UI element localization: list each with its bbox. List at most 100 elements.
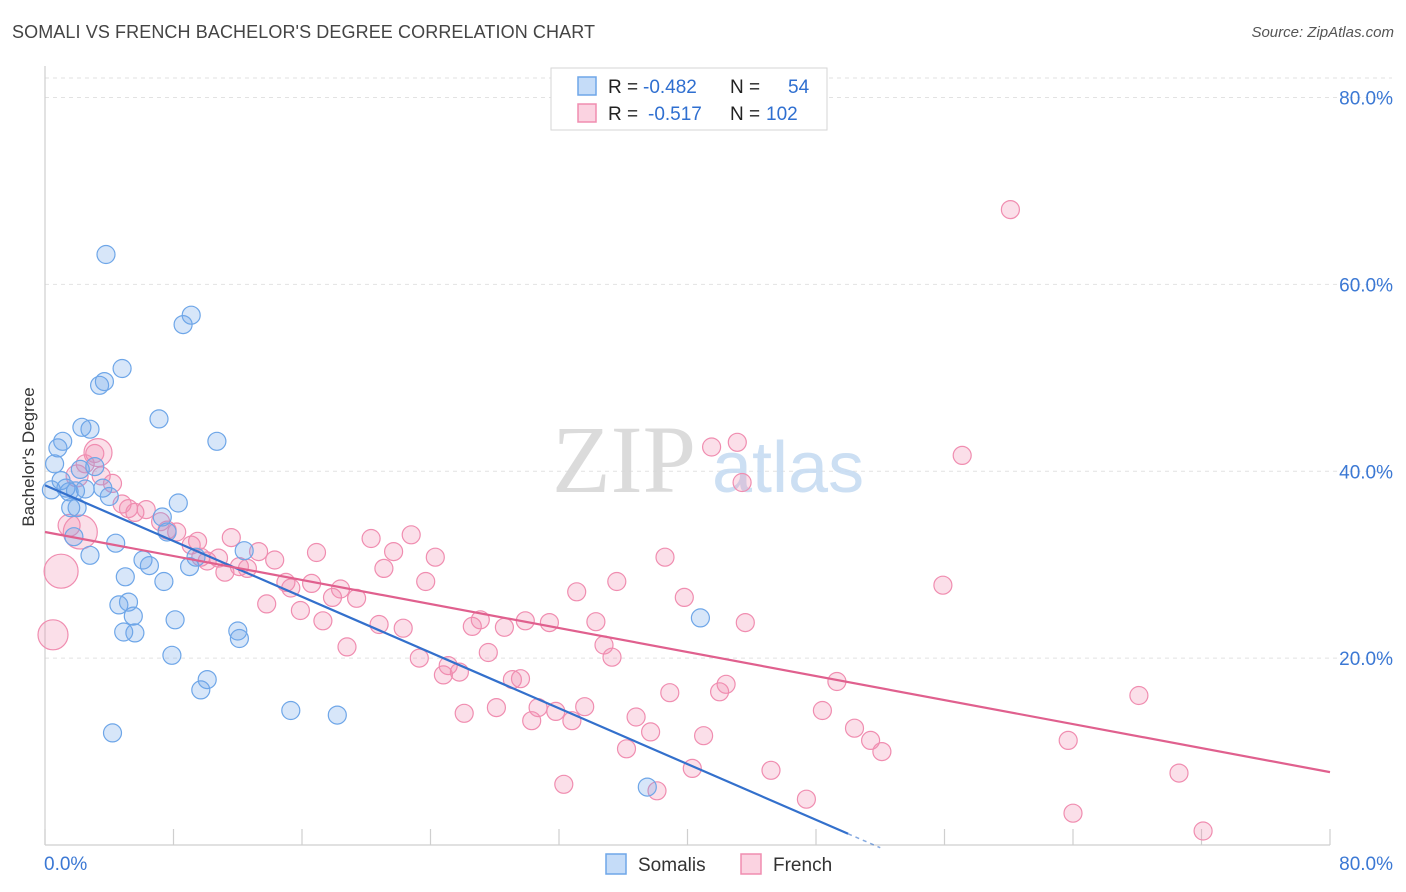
somalis-point: [80, 545, 100, 565]
legend-r-value-1: -0.482: [643, 77, 697, 98]
french-point: [732, 472, 752, 493]
somalis-point: [165, 610, 185, 630]
somalis-point: [207, 431, 227, 451]
french-point: [709, 682, 730, 702]
french-point: [384, 541, 404, 562]
french-point: [478, 642, 498, 663]
trend-lines: [44, 484, 1331, 849]
french-point: [554, 774, 574, 794]
y-tick-label-2: 60.0%: [1339, 275, 1393, 296]
bottom-swatch-french: [740, 853, 762, 875]
french-point: [1063, 803, 1083, 823]
somalis-point: [114, 622, 134, 642]
french-point: [85, 443, 105, 464]
somalis-point: [115, 567, 135, 587]
french-point: [626, 707, 646, 727]
french-point: [290, 600, 310, 621]
french-point: [91, 466, 111, 486]
french-point: [393, 618, 413, 638]
french-point: [812, 700, 833, 721]
french-point: [454, 703, 474, 723]
french-point: [586, 612, 606, 632]
french-point: [416, 571, 436, 592]
legend-n-label-2: N =: [730, 104, 760, 125]
watermark: ZIP atlas: [552, 406, 864, 513]
french-point: [796, 789, 817, 809]
bottom-swatch-somalis: [605, 853, 627, 875]
french-point: [952, 445, 972, 465]
somalis-point: [228, 621, 248, 641]
watermark-atlas: atlas: [712, 428, 864, 508]
french-point: [1058, 730, 1078, 751]
bottom-legend-somalis: Somalis: [638, 855, 706, 876]
french-point: [494, 617, 514, 637]
french-point: [647, 781, 667, 801]
somalis-point: [229, 628, 249, 649]
french-point: [607, 571, 627, 592]
source-label: Source: ZipAtlas.com: [1251, 24, 1394, 41]
french-point: [616, 739, 637, 759]
legend-r-value-2: -0.517: [648, 104, 702, 125]
somalis-point: [80, 419, 100, 439]
somalis-point: [181, 305, 201, 325]
series-legend: Somalis French: [605, 853, 832, 876]
french-point: [761, 760, 781, 780]
french-point: [1000, 200, 1021, 220]
french-point: [136, 500, 156, 520]
french-point: [716, 674, 736, 694]
french-point: [1129, 685, 1149, 706]
french-point: [510, 669, 531, 689]
french-point: [844, 718, 865, 738]
somalis-point: [327, 705, 347, 725]
french-point: [872, 741, 892, 762]
french-point: [361, 528, 381, 549]
somalis-point: [281, 700, 301, 721]
bottom-legend-french: French: [773, 855, 832, 876]
somalis-point: [72, 417, 92, 437]
french-point: [401, 525, 421, 545]
french-point: [660, 683, 680, 703]
french-point: [37, 619, 69, 651]
y-tick-label-1: 40.0%: [1339, 462, 1393, 483]
axes: [44, 66, 1331, 846]
french-point: [701, 437, 722, 457]
legend-r-label-1: R =: [608, 77, 638, 98]
french-point: [575, 697, 595, 717]
watermark-zip: ZIP: [552, 406, 696, 513]
french-point: [265, 550, 285, 570]
chart-title: SOMALI VS FRENCH BACHELOR'S DEGREE CORRE…: [12, 22, 596, 42]
french-point: [727, 432, 747, 452]
somalis-point: [197, 669, 217, 690]
data-points: [37, 200, 1213, 841]
somalis-point: [112, 358, 132, 379]
somalis-point: [162, 645, 182, 665]
somalis-point: [94, 372, 115, 392]
somalis-point: [85, 457, 105, 477]
french-point: [83, 438, 113, 468]
somalis-point: [149, 409, 169, 429]
french-point: [470, 610, 490, 630]
stats-legend: R = -0.482 N = 54 R = -0.517 N = 102: [550, 67, 828, 131]
x-tick-label-0: 0.0%: [44, 854, 87, 875]
somalis-point: [96, 244, 116, 265]
legend-swatch-somalis: [577, 76, 597, 96]
legend-n-label-1: N =: [730, 77, 760, 98]
somalis-point: [70, 459, 90, 479]
french-point: [306, 542, 327, 563]
somalis-point: [234, 541, 254, 561]
french-point: [337, 637, 357, 657]
french-point: [674, 587, 694, 608]
legend-r-label-2: R =: [608, 104, 638, 125]
french-point: [735, 612, 755, 633]
french-point: [425, 547, 445, 567]
french-point: [374, 558, 394, 579]
french-point: [462, 616, 482, 637]
french-point: [933, 575, 953, 595]
somalis-trend-line: [44, 484, 849, 835]
french-point: [221, 527, 241, 548]
french-point: [486, 697, 506, 718]
somalis-point: [139, 555, 159, 576]
french-point: [125, 502, 145, 523]
french-point: [433, 665, 453, 685]
